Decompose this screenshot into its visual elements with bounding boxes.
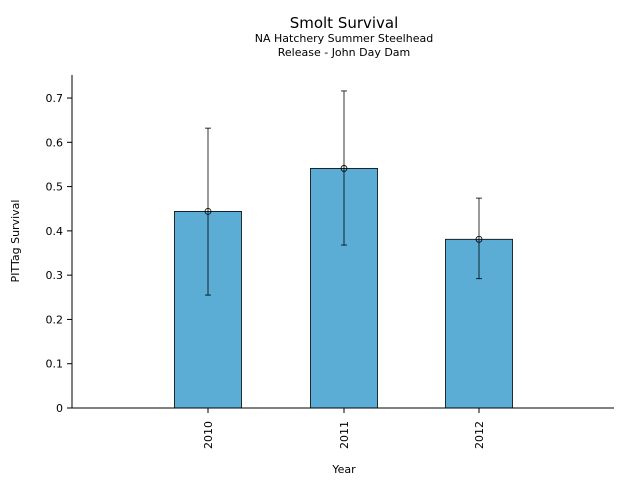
y-tick-label: 0.5 [46, 181, 64, 194]
chart-title: Smolt Survival [290, 14, 399, 32]
chart-subtitle-line-2: Release - John Day Dam [278, 46, 411, 59]
y-tick-label: 0.4 [46, 225, 64, 238]
data-point [340, 165, 348, 172]
x-tick-label: 2012 [473, 421, 486, 449]
y-tick-label: 0 [56, 402, 63, 415]
y-tick-label: 0.7 [46, 92, 64, 105]
x-tick-label: 2011 [338, 421, 351, 449]
chart-subtitle-line-1: NA Hatchery Summer Steelhead [255, 32, 433, 45]
data-point [204, 207, 212, 215]
y-tick-label: 0.3 [46, 269, 64, 282]
y-axis-label: PITTag Survival [9, 200, 22, 283]
y-tick-label: 0.2 [46, 313, 64, 326]
x-tick-label: 2010 [202, 421, 215, 449]
y-tick-label: 0.6 [46, 136, 64, 149]
plot-area: 0 0.1 0.2 0.3 0.4 0.5 0.6 0.7 2010 2011 2012 [46, 90, 513, 449]
data-point [475, 235, 483, 243]
x-axis-label: Year [331, 463, 356, 476]
y-tick-label: 0.1 [46, 358, 64, 371]
